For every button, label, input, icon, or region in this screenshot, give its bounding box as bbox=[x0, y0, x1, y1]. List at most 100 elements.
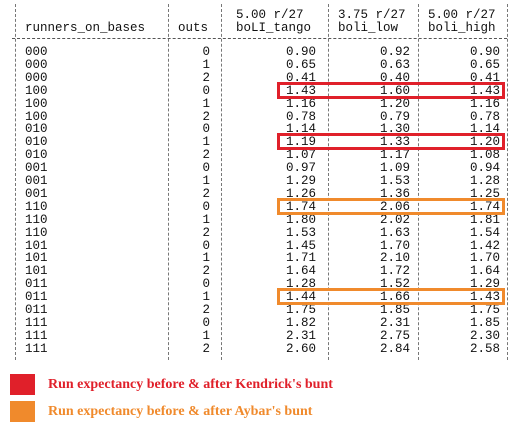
cell-outs: 2 bbox=[202, 186, 210, 201]
cell-low: 1.66 bbox=[379, 290, 410, 305]
cell-runners: 010 bbox=[25, 122, 48, 137]
cell-low: 1.60 bbox=[379, 83, 410, 98]
cell-low: 2.02 bbox=[379, 212, 410, 227]
cell-high: 1.42 bbox=[469, 238, 500, 253]
cell-tango: 0.90 bbox=[285, 45, 316, 59]
cell-tango: 1.19 bbox=[285, 135, 316, 150]
header-tango: boLI_tango bbox=[236, 21, 312, 35]
cell-outs: 2 bbox=[202, 109, 210, 124]
cell-runners: 000 bbox=[25, 57, 48, 72]
cell-low: 0.63 bbox=[379, 57, 410, 72]
cell-tango: 1.82 bbox=[285, 315, 316, 330]
highlight-box-aybar bbox=[277, 288, 505, 306]
cell-low: 2.06 bbox=[379, 199, 410, 214]
cell-runners: 100 bbox=[25, 96, 48, 111]
cell-runners: 101 bbox=[25, 264, 48, 279]
cell-outs: 2 bbox=[202, 148, 210, 163]
header-low: boli_low bbox=[338, 21, 399, 35]
cell-high: 1.16 bbox=[469, 96, 500, 111]
cell-tango: 1.45 bbox=[285, 238, 316, 253]
cell-outs: 1 bbox=[202, 212, 210, 227]
cell-outs: 0 bbox=[202, 199, 210, 214]
column-divider-tango-low bbox=[328, 4, 329, 360]
legend-label-kendrick: Run expectancy before & after Kendrick's… bbox=[48, 377, 333, 392]
cell-outs: 0 bbox=[202, 238, 210, 253]
cell-outs: 1 bbox=[202, 174, 210, 188]
cell-low: 1.30 bbox=[379, 122, 410, 137]
cell-low: 1.36 bbox=[379, 186, 410, 201]
cell-low: 1.63 bbox=[379, 225, 410, 240]
cell-runners: 011 bbox=[25, 303, 48, 317]
header-tango-rate: 5.00 r/27 bbox=[236, 8, 304, 22]
cell-high: 0.78 bbox=[469, 109, 500, 124]
cell-high: 1.20 bbox=[469, 135, 500, 150]
cell-outs: 0 bbox=[202, 315, 210, 330]
cell-runners: 100 bbox=[25, 109, 48, 124]
cell-runners: 111 bbox=[25, 315, 48, 330]
cell-tango: 1.53 bbox=[285, 225, 316, 240]
cell-tango: 1.28 bbox=[285, 277, 316, 292]
cell-outs: 1 bbox=[202, 290, 210, 305]
cell-runners: 000 bbox=[25, 45, 48, 59]
cell-tango: 2.31 bbox=[285, 328, 316, 343]
cell-runners: 011 bbox=[25, 290, 48, 305]
cell-high: 1.85 bbox=[469, 315, 500, 330]
cell-low: 1.33 bbox=[379, 135, 410, 150]
cell-high: 0.90 bbox=[469, 45, 500, 59]
cell-tango: 1.44 bbox=[285, 290, 316, 305]
cell-outs: 2 bbox=[202, 303, 210, 317]
cell-tango: 1.29 bbox=[285, 174, 316, 188]
cell-outs: 1 bbox=[202, 96, 210, 111]
cell-tango: 1.71 bbox=[285, 251, 316, 266]
cell-tango: 1.74 bbox=[285, 199, 316, 214]
cell-tango: 2.60 bbox=[285, 341, 316, 356]
cell-tango: 1.14 bbox=[285, 122, 316, 137]
cell-high: 1.81 bbox=[469, 212, 500, 227]
cell-high: 1.75 bbox=[469, 303, 500, 317]
highlight-box-kendrick bbox=[277, 133, 505, 151]
cell-runners: 000 bbox=[25, 70, 48, 85]
cell-runners: 101 bbox=[25, 238, 48, 253]
cell-outs: 1 bbox=[202, 251, 210, 266]
cell-low: 2.31 bbox=[379, 315, 410, 330]
legend-swatch-kendrick bbox=[10, 374, 35, 395]
cell-high: 1.64 bbox=[469, 264, 500, 279]
cell-outs: 2 bbox=[202, 70, 210, 85]
run-expectancy-table: 5.00 r/27 3.75 r/27 5.00 r/27 runners_on… bbox=[12, 4, 508, 360]
legend-label-aybar: Run expectancy before & after Aybar's bu… bbox=[48, 404, 313, 419]
cell-low: 0.40 bbox=[379, 70, 410, 85]
cell-runners: 110 bbox=[25, 212, 48, 227]
cell-tango: 1.26 bbox=[285, 186, 316, 201]
cell-low: 2.10 bbox=[379, 251, 410, 266]
cell-outs: 0 bbox=[202, 277, 210, 292]
cell-high: 1.08 bbox=[469, 148, 500, 163]
cell-tango: 0.78 bbox=[285, 109, 316, 124]
cell-low: 1.20 bbox=[379, 96, 410, 111]
cell-runners: 001 bbox=[25, 161, 48, 176]
cell-low: 1.09 bbox=[379, 161, 410, 176]
cell-runners: 010 bbox=[25, 135, 48, 150]
cell-low: 1.85 bbox=[379, 303, 410, 317]
column-divider-runners-outs bbox=[168, 4, 169, 360]
cell-outs: 2 bbox=[202, 341, 210, 356]
cell-low: 0.79 bbox=[379, 109, 410, 124]
cell-low: 2.84 bbox=[379, 341, 410, 356]
cell-outs: 1 bbox=[202, 57, 210, 72]
cell-runners: 110 bbox=[25, 199, 48, 214]
cell-high: 1.28 bbox=[469, 174, 500, 188]
column-divider-left bbox=[15, 4, 16, 360]
header-low-rate: 3.75 r/27 bbox=[338, 8, 406, 22]
highlight-box-kendrick bbox=[277, 81, 505, 99]
column-divider-right bbox=[507, 4, 508, 360]
highlight-box-aybar bbox=[277, 197, 505, 215]
cell-high: 1.43 bbox=[469, 290, 500, 305]
cell-low: 1.53 bbox=[379, 174, 410, 188]
cell-outs: 0 bbox=[202, 45, 210, 59]
cell-outs: 1 bbox=[202, 328, 210, 343]
cell-runners: 001 bbox=[25, 186, 48, 201]
cell-high: 0.94 bbox=[469, 161, 500, 176]
cell-high: 1.74 bbox=[469, 199, 500, 214]
cell-low: 0.92 bbox=[379, 45, 410, 59]
cell-high: 1.43 bbox=[469, 83, 500, 98]
cell-outs: 0 bbox=[202, 122, 210, 137]
